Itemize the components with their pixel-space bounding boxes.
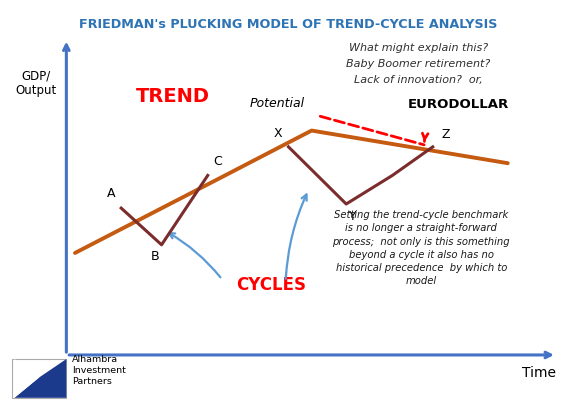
Text: Z: Z xyxy=(441,128,449,141)
Text: X: X xyxy=(274,126,282,140)
Text: Time: Time xyxy=(523,366,556,380)
Text: Setting the trend-cycle benchmark
is no longer a straight-forward
process;  not : Setting the trend-cycle benchmark is no … xyxy=(332,210,510,286)
Text: Potential: Potential xyxy=(249,97,305,110)
Text: Lack of innovation?  or,: Lack of innovation? or, xyxy=(354,75,483,86)
Text: EURODOLLAR: EURODOLLAR xyxy=(408,98,509,111)
Text: Baby Boomer retirement?: Baby Boomer retirement? xyxy=(346,59,490,69)
Text: FRIEDMAN's PLUCKING MODEL OF TREND-CYCLE ANALYSIS: FRIEDMAN's PLUCKING MODEL OF TREND-CYCLE… xyxy=(79,18,498,31)
Text: CYCLES: CYCLES xyxy=(236,276,306,294)
Polygon shape xyxy=(14,359,66,398)
Text: What might explain this?: What might explain this? xyxy=(349,43,488,53)
Text: C: C xyxy=(213,155,223,168)
Text: A: A xyxy=(107,186,115,200)
Text: GDP/
Output: GDP/ Output xyxy=(15,69,57,98)
Text: Y: Y xyxy=(349,209,357,222)
Bar xyxy=(12,359,66,398)
Text: TREND: TREND xyxy=(136,87,210,106)
Text: Alhambra
Investment
Partners: Alhambra Investment Partners xyxy=(72,355,126,386)
Polygon shape xyxy=(14,359,39,398)
Text: B: B xyxy=(151,250,159,263)
